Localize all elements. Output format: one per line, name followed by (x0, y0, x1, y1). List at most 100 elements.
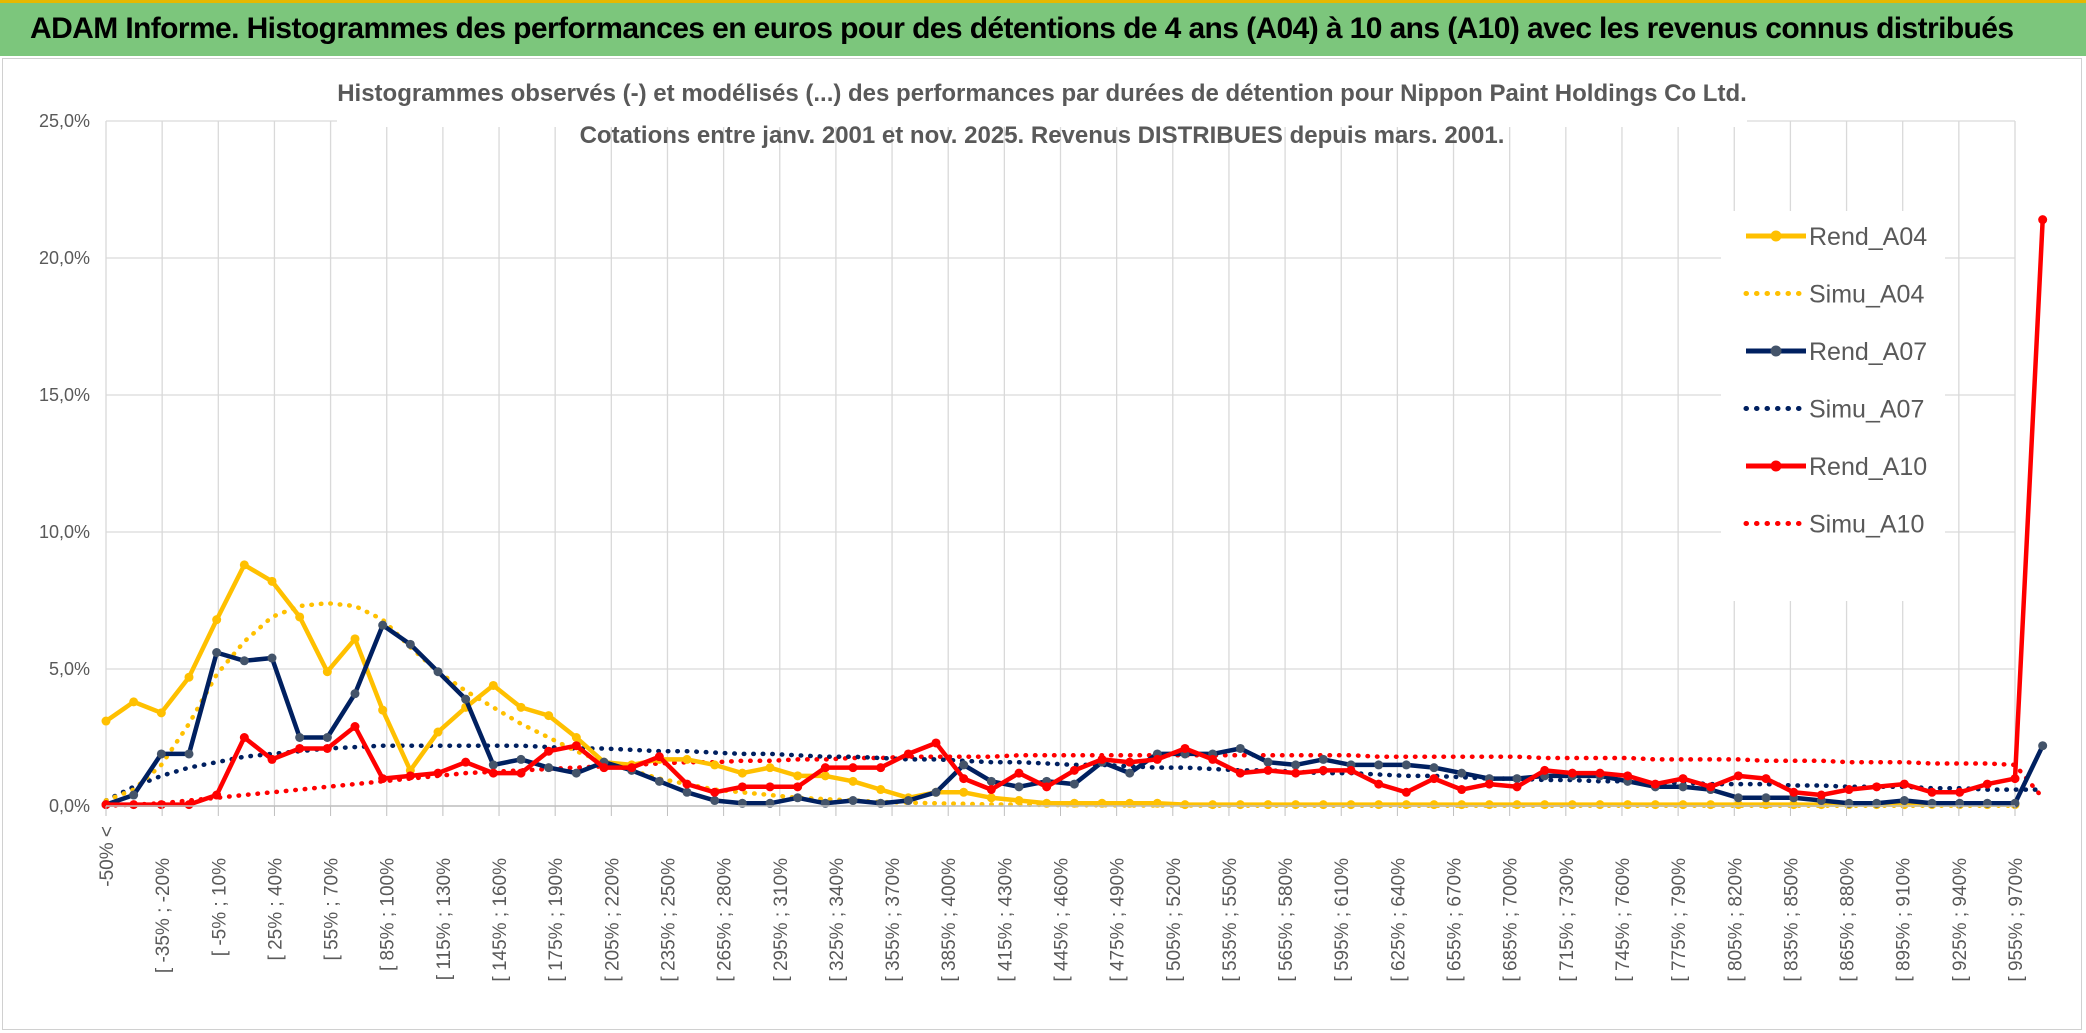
data-point-rend-a07 (1733, 793, 1743, 803)
data-point-rend-a07 (378, 620, 388, 630)
data-point-rend-a07 (848, 796, 858, 806)
data-point-rend-a10 (571, 741, 581, 751)
data-point-rend-a04 (1733, 800, 1743, 810)
data-point-rend-a10 (184, 800, 194, 810)
data-point-rend-a07 (129, 790, 139, 800)
data-point-rend-a07 (544, 763, 554, 773)
x-tick-label: [ 145% ; 160% (490, 858, 511, 982)
x-tick-label: [ 175% ; 190% (546, 858, 567, 982)
data-point-rend-a04 (516, 702, 526, 712)
data-point-rend-a04 (1623, 800, 1633, 810)
y-tick-label: 15,0% (39, 385, 90, 405)
x-tick-label: [ 265% ; 280% (715, 858, 736, 982)
x-tick-label: [ 595% ; 610% (1332, 858, 1353, 982)
data-point-rend-a04 (765, 763, 775, 773)
data-point-rend-a10 (1872, 782, 1882, 792)
data-point-rend-a04 (1346, 800, 1356, 810)
data-point-rend-a04 (295, 612, 305, 622)
data-point-rend-a10 (1042, 782, 1052, 792)
data-point-rend-a04 (848, 776, 858, 786)
data-point-rend-a04 (1457, 800, 1467, 810)
data-point-rend-a04 (1567, 800, 1577, 810)
data-point-rend-a10 (1678, 774, 1688, 784)
data-point-rend-a07 (682, 787, 692, 797)
data-point-rend-a04 (1484, 800, 1494, 810)
x-tick-label: [ 715% ; 730% (1557, 858, 1578, 982)
data-point-rend-a04 (184, 672, 194, 682)
data-point-rend-a04 (378, 705, 388, 715)
data-point-rend-a10 (1512, 782, 1522, 792)
series-line-simu-a10 (103, 753, 2045, 808)
data-point-rend-a04 (1761, 800, 1771, 810)
data-point-rend-a07 (1678, 782, 1688, 792)
x-tick-label: [ 835% ; 850% (1781, 858, 1802, 982)
chart-title: Histogrammes observés (-) et modélisés (… (337, 80, 1747, 107)
data-point-rend-a10 (1291, 768, 1301, 778)
data-point-rend-a10 (488, 768, 498, 778)
data-point-rend-a07 (488, 760, 498, 770)
data-point-rend-a10 (461, 757, 471, 767)
data-point-rend-a04 (876, 785, 886, 795)
data-point-rend-a10 (212, 790, 222, 800)
x-tick-label: [ 205% ; 220% (602, 858, 623, 982)
x-tick-label: [ 655% ; 670% (1445, 858, 1466, 982)
data-point-rend-a04 (571, 733, 581, 742)
data-point-rend-a04 (1789, 800, 1799, 810)
data-point-rend-a10 (765, 782, 775, 792)
x-tick-label: [ 565% ; 580% (1276, 858, 1297, 982)
data-point-rend-a10 (350, 722, 360, 732)
axis-layer: 0,0% 5,0% 10,0% 15,0% 20,0% 25,0% -50% < [ -35%… (39, 111, 2027, 982)
data-point-rend-a10 (1069, 765, 1079, 775)
data-point-rend-a10 (378, 774, 388, 784)
data-point-rend-a04 (1512, 800, 1522, 810)
data-point-rend-a10 (295, 743, 305, 753)
data-point-rend-a10 (1318, 765, 1328, 775)
data-point-rend-a10 (627, 763, 637, 773)
data-point-rend-a10 (1706, 782, 1716, 792)
y-tick-label: 5,0% (49, 659, 90, 679)
data-point-rend-a10 (1457, 785, 1467, 795)
x-tick-label: [ 625% ; 640% (1388, 858, 1409, 982)
data-point-rend-a04 (156, 708, 166, 718)
data-point-rend-a04 (1429, 800, 1439, 810)
data-point-rend-a10 (710, 787, 720, 797)
data-point-rend-a04 (682, 754, 692, 764)
data-point-rend-a10 (986, 785, 996, 795)
data-point-rend-a10 (405, 771, 415, 781)
data-point-rend-a04 (959, 787, 969, 797)
data-point-rend-a07 (1069, 779, 1079, 789)
data-point-rend-a10 (1540, 765, 1550, 775)
x-tick-label: [ 85% ; 100% (378, 858, 399, 971)
data-point-rend-a07 (1761, 793, 1771, 803)
data-point-rend-a07 (1318, 754, 1328, 764)
data-point-rend-a10 (1789, 787, 1799, 797)
data-point-rend-a04 (1650, 800, 1660, 810)
data-point-rend-a10 (1180, 743, 1190, 753)
data-point-rend-a10 (1014, 768, 1024, 778)
data-point-rend-a10 (433, 768, 443, 778)
data-point-rend-a04 (1595, 800, 1605, 810)
chart-frame: 0,0% 5,0% 10,0% 15,0% 20,0% 25,0% -50% < [ -35%… (2, 58, 2082, 1030)
data-point-rend-a04 (433, 727, 443, 737)
x-tick-label: [ 895% ; 910% (1894, 858, 1915, 982)
data-point-rend-a04 (820, 771, 830, 781)
data-point-rend-a10 (903, 749, 913, 759)
data-point-rend-a04 (793, 771, 803, 781)
data-point-rend-a10 (156, 800, 166, 810)
x-tick-label: [ 325% ; 340% (827, 858, 848, 982)
data-point-rend-a10 (1235, 768, 1245, 778)
data-point-rend-a10 (1346, 765, 1356, 775)
data-point-rend-a04 (1014, 796, 1024, 806)
x-tick-label: [ -5% ; 10% (209, 858, 230, 956)
data-point-rend-a10 (101, 800, 111, 810)
data-point-rend-a10 (682, 779, 692, 789)
y-tick-label: 20,0% (39, 248, 90, 268)
data-point-rend-a07 (184, 749, 194, 759)
data-point-rend-a07 (1374, 760, 1384, 770)
data-point-rend-a07 (986, 776, 996, 786)
data-point-rend-a10 (1208, 754, 1218, 764)
data-point-rend-a10 (1152, 754, 1162, 764)
x-tick-label: [ 775% ; 790% (1669, 858, 1690, 982)
data-point-rend-a07 (959, 760, 969, 770)
data-point-rend-a10 (1125, 757, 1135, 767)
